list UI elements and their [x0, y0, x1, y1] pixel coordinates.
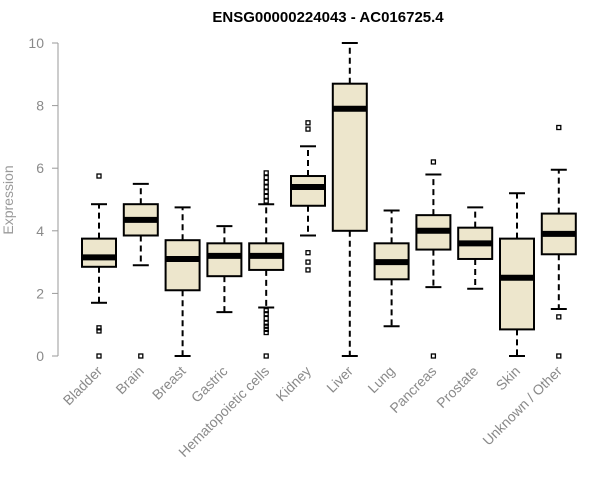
box-pancreas: [415, 159, 452, 359]
outlier-point: [96, 173, 102, 179]
outlier-point: [305, 250, 311, 256]
outlier-point: [263, 329, 269, 336]
outlier-point: [556, 353, 562, 359]
outlier-point: [263, 174, 269, 181]
x-tick-label: Prostate: [433, 363, 481, 411]
outlier-point: [263, 189, 269, 195]
outlier-point: [263, 353, 269, 359]
y-tick-label: 10: [28, 35, 44, 51]
boxes-group: [81, 42, 577, 359]
x-tick-label: Bladder: [60, 363, 106, 409]
outlier-point: [96, 325, 102, 331]
outlier-point: [263, 311, 269, 317]
outlier-point: [263, 315, 269, 322]
outlier-point: [263, 326, 269, 333]
box-bladder: [81, 173, 117, 359]
outlier-point: [430, 353, 437, 359]
box-kidney: [290, 120, 326, 273]
outlier-point: [263, 323, 269, 329]
outlier-point: [96, 353, 102, 359]
outlier-point: [305, 259, 311, 265]
outlier-point: [305, 126, 311, 132]
box-prostate: [457, 206, 494, 290]
box-hematopoietic-cells: [248, 170, 285, 359]
outlier-point: [305, 120, 311, 126]
x-tick-label: Kidney: [273, 363, 315, 405]
outlier-point: [556, 124, 562, 131]
chart-title: ENSG00000224043 - AC016725.4: [212, 9, 444, 26]
outlier-point: [305, 267, 311, 273]
x-tick-label: Lung: [364, 363, 397, 396]
outlier-point: [263, 320, 269, 326]
x-tick-label: Unknown / Other: [479, 363, 565, 449]
y-tick-label: 0: [36, 348, 44, 364]
iqr-box: [206, 242, 243, 278]
box-brain: [122, 182, 159, 359]
outlier-point: [263, 193, 269, 200]
x-tick-label: Liver: [323, 363, 356, 396]
outlier-point: [263, 198, 269, 204]
outlier-point: [263, 184, 269, 190]
x-tick-label: Brain: [112, 363, 146, 397]
x-tick-label: Breast: [149, 363, 189, 403]
outlier-point: [263, 179, 269, 185]
box-unknown-other: [540, 124, 577, 359]
iqr-box: [499, 237, 535, 331]
y-tick-label: 4: [36, 223, 44, 239]
iqr-box: [164, 239, 201, 292]
outlier-point: [96, 328, 102, 334]
x-tick-label: Skin: [493, 363, 524, 394]
outlier-point: [556, 314, 562, 320]
box-liver: [331, 42, 368, 357]
iqr-box: [81, 237, 117, 268]
y-tick-label: 2: [36, 285, 44, 301]
box-breast: [164, 206, 201, 357]
outlier-point: [263, 170, 269, 176]
box-skin: [499, 192, 535, 357]
y-axis: 0 2 4 6 8 10: [28, 35, 59, 364]
y-tick-label: 8: [36, 98, 44, 114]
box-gastric: [206, 225, 243, 314]
outlier-point: [430, 159, 437, 165]
iqr-box: [290, 175, 326, 207]
outlier-point: [138, 353, 144, 359]
box-lung: [373, 209, 410, 328]
outlier-point: [263, 307, 269, 314]
y-tick-label: 6: [36, 160, 44, 176]
y-axis-label: Expression: [0, 165, 16, 234]
